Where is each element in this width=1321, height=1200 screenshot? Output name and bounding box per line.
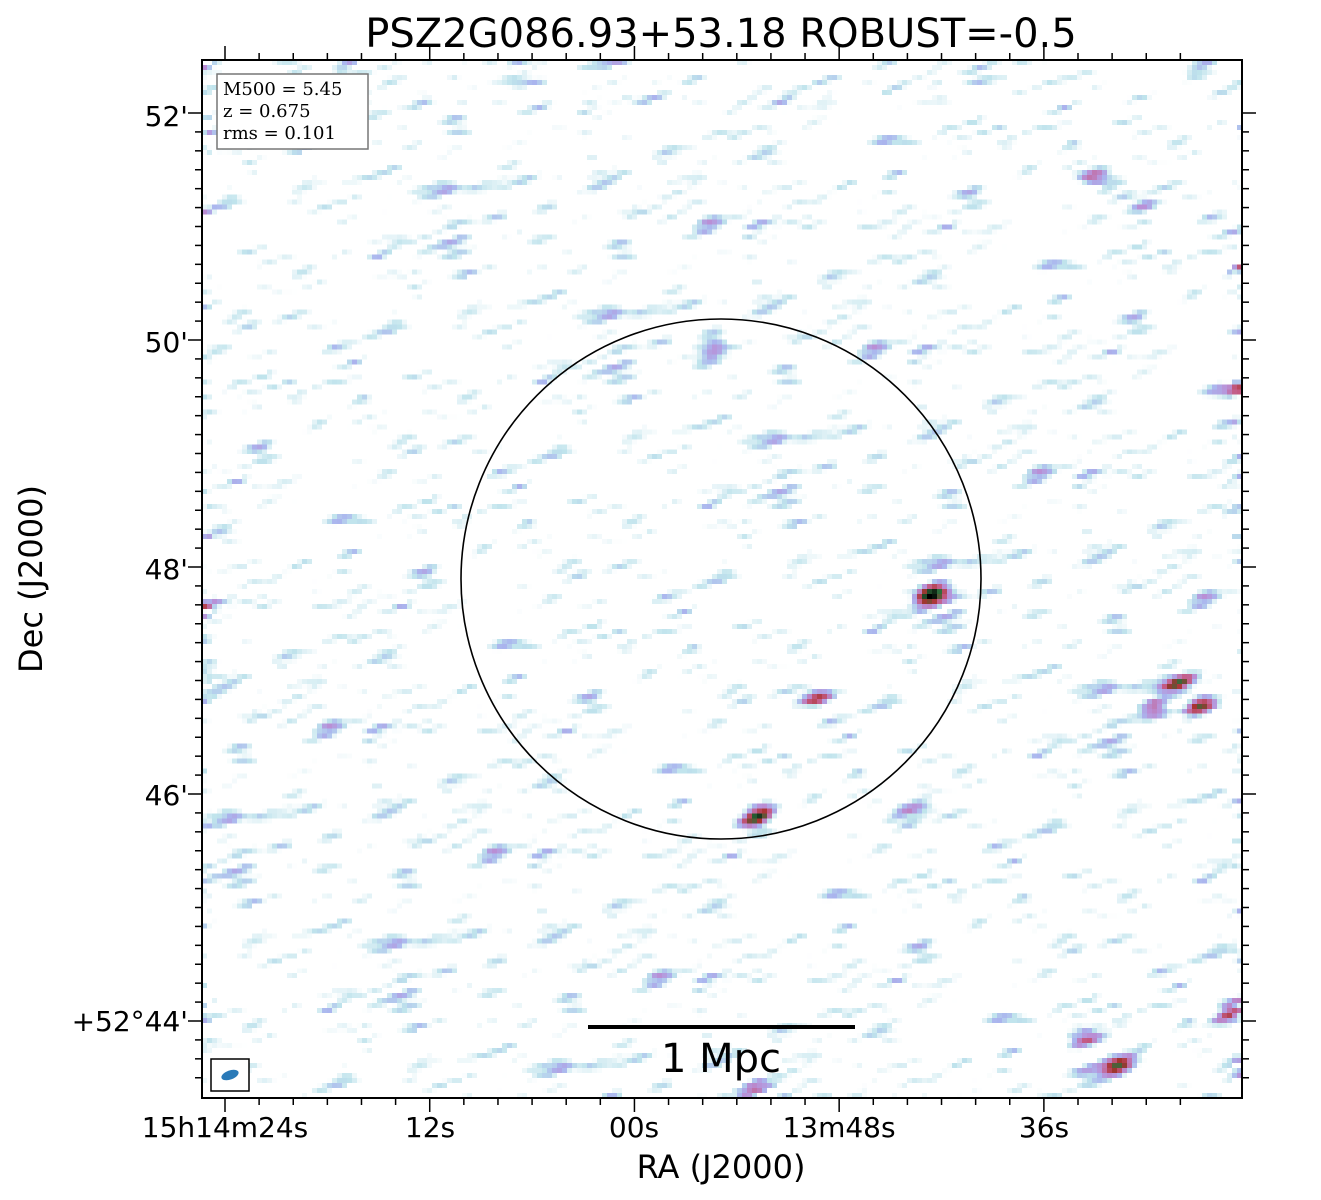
y-tick-label: +52°44': [72, 1005, 188, 1038]
x-axis-label: RA (J2000): [637, 1148, 806, 1186]
scale-bar-label: 1 Mpc: [661, 1036, 781, 1082]
beam-box: [210, 1058, 250, 1092]
x-tick-label: 12s: [405, 1111, 455, 1144]
axis-ticks: [188, 46, 1256, 1112]
scale-bar: 1 Mpc: [588, 1025, 855, 1082]
y-tick-label: 46': [145, 779, 188, 812]
y-tick-labels: +52°44' 46' 48' 50' 52': [72, 100, 188, 1038]
y-axis-label: Dec (J2000): [12, 485, 50, 673]
r500-circle: [460, 318, 982, 840]
y-tick-label: 52': [145, 100, 188, 133]
beam-ellipse: [221, 1069, 239, 1081]
x-tick-labels: 15h14m24s 12s 00s 13m48s 36s: [142, 1111, 1069, 1144]
beam-box-frame: [210, 1058, 250, 1092]
info-box: M500 = 5.45 z = 0.675 rms = 0.101: [216, 73, 369, 150]
info-rms: rms = 0.101: [223, 123, 336, 144]
plot-frame: [201, 59, 1243, 1099]
x-tick-label: 00s: [609, 1111, 659, 1144]
info-redshift: z = 0.675: [223, 101, 311, 122]
info-box-frame: [216, 73, 369, 150]
x-tick-label: 36s: [1019, 1111, 1069, 1144]
radio-emission-heatmap: [202, 60, 1242, 1098]
x-tick-label: 15h14m24s: [142, 1111, 309, 1144]
y-tick-label: 50': [145, 326, 188, 359]
info-mass: M500 = 5.45: [223, 79, 342, 100]
chart-title: PSZ2G086.93+53.18 ROBUST=-0.5: [365, 11, 1076, 57]
plot-area: [202, 60, 1242, 1098]
y-tick-label: 48': [145, 553, 188, 586]
x-tick-label: 13m48s: [782, 1111, 895, 1144]
